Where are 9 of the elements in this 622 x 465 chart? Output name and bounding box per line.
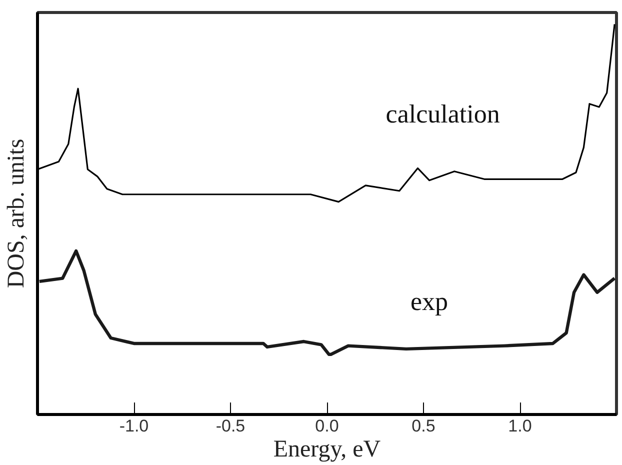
x-tick-label: 1.0 — [508, 416, 532, 436]
series-label: exp — [410, 286, 448, 316]
x-axis-title: Energy, eV — [273, 436, 382, 462]
x-tick-label: -1.0 — [119, 416, 149, 436]
x-tick-label: -0.5 — [216, 416, 246, 436]
x-tick-label: 0.0 — [315, 416, 339, 436]
x-tick-label: 0.5 — [412, 416, 436, 436]
y-axis-title: DOS, arb. units — [4, 138, 30, 288]
series-label: calculation — [386, 99, 500, 128]
